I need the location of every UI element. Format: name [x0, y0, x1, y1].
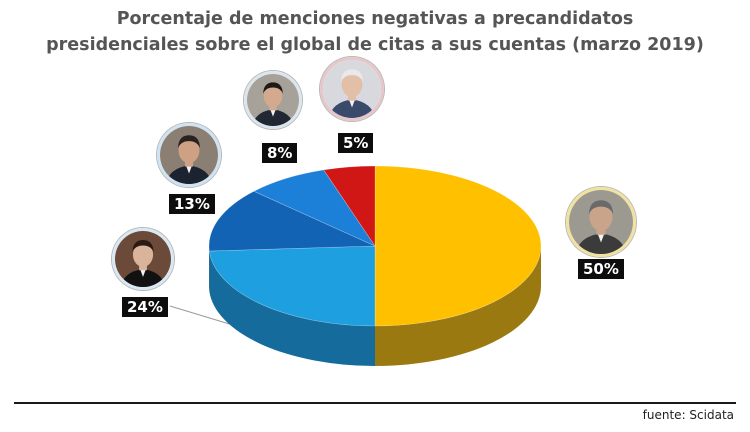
pie-sides	[209, 246, 541, 366]
person-portrait-icon	[112, 228, 174, 290]
pie-side-0	[375, 246, 541, 366]
pie-tops	[208, 165, 542, 327]
person-portrait-icon	[244, 71, 302, 129]
person-portrait-icon	[320, 57, 384, 121]
slice-label-3: 8%	[262, 143, 298, 163]
slice-label-0: 50%	[578, 259, 624, 279]
slice-label-1: 24%	[122, 297, 168, 317]
source-note: fuente: Scidata	[642, 408, 734, 422]
slice-label-2: 13%	[169, 194, 215, 214]
pie-slice-0	[374, 165, 542, 327]
chart-title-line-2: presidenciales sobre el global de citas …	[46, 35, 704, 55]
chart-title-line-1: Porcentaje de menciones negativas a prec…	[116, 9, 634, 29]
person-portrait-icon	[157, 123, 221, 187]
chart-title: Porcentaje de menciones negativas a prec…	[0, 6, 750, 58]
leader-line-1	[169, 305, 237, 327]
leader-lines	[169, 305, 237, 327]
footer-rule	[14, 402, 736, 404]
slice-label-4: 5%	[338, 133, 374, 153]
pie-slice-1	[208, 245, 376, 327]
pie-side-1	[209, 251, 375, 366]
pie-slice-4	[323, 165, 376, 247]
pie-slice-3	[253, 169, 376, 247]
pie-slice-2	[208, 190, 376, 252]
person-portrait-icon	[566, 187, 636, 257]
